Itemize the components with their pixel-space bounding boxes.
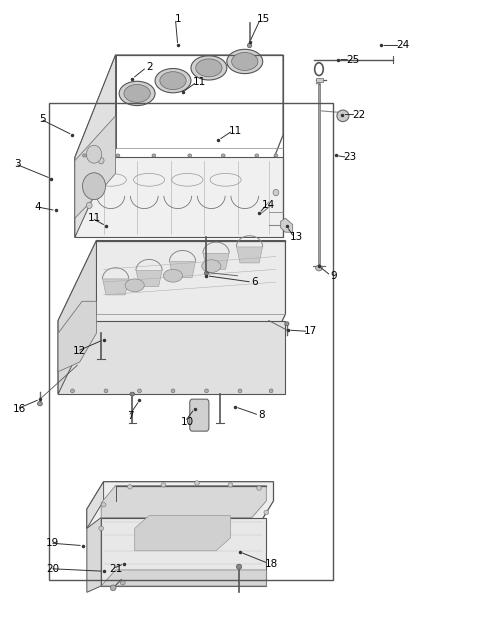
Polygon shape: [136, 271, 162, 287]
Polygon shape: [169, 262, 195, 278]
FancyBboxPatch shape: [190, 399, 209, 431]
Ellipse shape: [83, 154, 86, 157]
Polygon shape: [87, 517, 101, 592]
Text: 16: 16: [13, 404, 26, 414]
Text: 5: 5: [39, 114, 46, 124]
Polygon shape: [103, 279, 129, 295]
Text: 14: 14: [262, 201, 276, 210]
Text: 3: 3: [14, 159, 21, 169]
Ellipse shape: [194, 481, 199, 485]
Text: 24: 24: [396, 40, 409, 51]
Polygon shape: [75, 55, 116, 237]
Text: 6: 6: [251, 277, 258, 287]
Ellipse shape: [125, 279, 144, 292]
Ellipse shape: [138, 389, 142, 393]
Text: 13: 13: [290, 232, 303, 242]
Text: 1: 1: [174, 13, 181, 24]
Polygon shape: [87, 481, 104, 528]
Ellipse shape: [104, 389, 108, 393]
Ellipse shape: [257, 486, 262, 490]
Polygon shape: [58, 240, 286, 394]
Ellipse shape: [161, 483, 166, 487]
Ellipse shape: [99, 526, 104, 531]
Ellipse shape: [128, 485, 132, 489]
Text: 11: 11: [192, 77, 206, 87]
Text: 22: 22: [352, 110, 365, 119]
Polygon shape: [237, 247, 263, 263]
Ellipse shape: [171, 389, 175, 393]
Ellipse shape: [196, 59, 222, 77]
Polygon shape: [58, 320, 286, 394]
Text: 2: 2: [146, 62, 152, 72]
Text: 17: 17: [304, 326, 317, 337]
Polygon shape: [281, 218, 293, 232]
Text: 23: 23: [344, 153, 357, 162]
Text: 4: 4: [35, 202, 41, 212]
Ellipse shape: [238, 389, 242, 393]
Ellipse shape: [37, 401, 42, 406]
Ellipse shape: [101, 503, 106, 507]
Ellipse shape: [120, 581, 125, 585]
Ellipse shape: [285, 322, 289, 326]
Ellipse shape: [110, 585, 116, 591]
Ellipse shape: [232, 53, 258, 71]
Polygon shape: [58, 240, 96, 394]
Text: 7: 7: [128, 412, 134, 421]
Bar: [316, 78, 323, 82]
Ellipse shape: [119, 81, 155, 106]
Text: 20: 20: [46, 563, 59, 574]
Ellipse shape: [98, 158, 104, 164]
Ellipse shape: [227, 49, 263, 74]
Ellipse shape: [86, 202, 92, 208]
Ellipse shape: [269, 389, 273, 393]
Polygon shape: [101, 570, 266, 586]
Text: 11: 11: [228, 126, 242, 135]
Text: 11: 11: [87, 213, 101, 223]
Ellipse shape: [264, 510, 269, 515]
Text: 12: 12: [73, 346, 86, 356]
Text: 19: 19: [46, 538, 59, 548]
Ellipse shape: [86, 146, 102, 163]
Text: 9: 9: [330, 271, 336, 281]
Ellipse shape: [124, 85, 150, 103]
Text: 21: 21: [109, 563, 122, 574]
Ellipse shape: [160, 72, 186, 90]
Polygon shape: [101, 517, 266, 586]
Ellipse shape: [202, 260, 221, 272]
Ellipse shape: [237, 564, 241, 569]
Ellipse shape: [191, 56, 227, 80]
Ellipse shape: [188, 154, 192, 157]
Ellipse shape: [337, 110, 349, 122]
Ellipse shape: [204, 389, 208, 393]
Text: 15: 15: [256, 13, 270, 24]
Text: 25: 25: [346, 54, 359, 65]
Text: 8: 8: [258, 410, 265, 420]
Ellipse shape: [152, 154, 156, 157]
Text: 18: 18: [264, 558, 278, 569]
Ellipse shape: [204, 271, 209, 275]
Ellipse shape: [71, 389, 74, 393]
Polygon shape: [87, 481, 274, 528]
Ellipse shape: [116, 154, 120, 157]
Ellipse shape: [273, 189, 279, 196]
Polygon shape: [58, 301, 96, 372]
Ellipse shape: [221, 154, 225, 157]
Ellipse shape: [228, 483, 233, 487]
Bar: [48, 103, 333, 579]
Polygon shape: [101, 485, 266, 517]
Ellipse shape: [255, 154, 259, 157]
Polygon shape: [135, 515, 230, 551]
Ellipse shape: [83, 173, 106, 199]
Ellipse shape: [316, 265, 323, 271]
Ellipse shape: [163, 269, 182, 282]
Ellipse shape: [155, 69, 191, 93]
Ellipse shape: [274, 154, 278, 157]
Ellipse shape: [130, 392, 135, 396]
Polygon shape: [203, 253, 229, 269]
Polygon shape: [75, 158, 283, 237]
Text: 10: 10: [181, 417, 194, 426]
Ellipse shape: [247, 43, 252, 47]
Polygon shape: [75, 116, 116, 218]
